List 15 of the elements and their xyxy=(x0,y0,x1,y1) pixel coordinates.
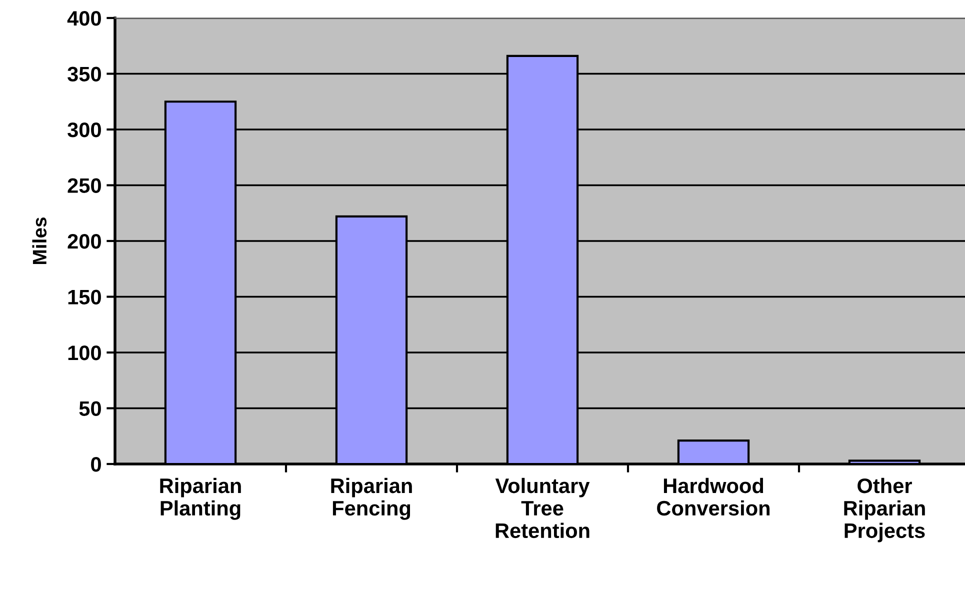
x-tick-label: Voluntary Tree Retention xyxy=(495,478,590,538)
y-tick-label: 100 xyxy=(68,346,101,360)
y-tick-label: 400 xyxy=(67,11,101,26)
y-tick-label: 350 xyxy=(68,66,101,82)
y-axis-title: Miles xyxy=(32,217,47,264)
y-tick-label: 300 xyxy=(68,122,101,138)
y-tick-label: 200 xyxy=(68,234,101,249)
x-tick-label: Hardwood Conversion xyxy=(657,478,770,516)
y-tick-label: 150 xyxy=(68,290,101,305)
y-tick-label: 250 xyxy=(68,178,101,194)
x-tick-label: Riparian Fencing xyxy=(331,478,412,520)
x-tick-label: Riparian Planting xyxy=(160,478,241,520)
y-tick-label: 0 xyxy=(91,457,101,472)
y-tick-label: 50 xyxy=(79,401,101,416)
x-tick-label: Other Riparian Projects xyxy=(844,478,925,542)
